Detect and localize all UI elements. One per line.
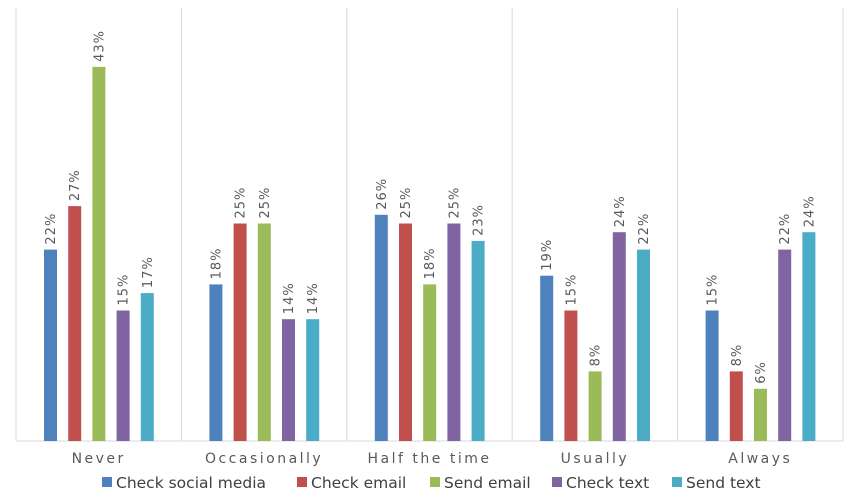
bar <box>778 249 792 441</box>
data-label: 15% <box>706 274 721 306</box>
legend-swatch <box>552 477 562 487</box>
legend-label: Check text <box>566 474 649 492</box>
bar <box>588 371 602 441</box>
data-label: 17% <box>141 256 156 288</box>
data-label: 22% <box>637 213 652 245</box>
bar <box>140 293 154 441</box>
legend-label: Send text <box>686 474 761 492</box>
data-label: 15% <box>564 274 579 306</box>
bar <box>471 240 485 441</box>
category-label: Never <box>72 451 126 467</box>
bar <box>399 223 412 441</box>
category-label: Occasionally <box>205 451 323 467</box>
bar <box>68 206 82 441</box>
bar <box>612 232 626 441</box>
bar <box>423 284 437 441</box>
legend-label: Check email <box>311 474 406 492</box>
bar <box>447 223 461 441</box>
data-label: 25% <box>447 187 462 219</box>
bar <box>729 371 743 441</box>
bar <box>209 284 223 441</box>
data-label: 25% <box>399 187 414 219</box>
data-label: 24% <box>613 195 628 227</box>
data-label: 22% <box>44 213 59 245</box>
legend-swatch <box>102 477 112 487</box>
data-label: 22% <box>778 213 793 245</box>
data-label: 6% <box>754 361 769 384</box>
data-label: 15% <box>117 274 132 306</box>
data-label: 43% <box>92 30 107 62</box>
category-label: Half the time <box>368 451 492 467</box>
data-label: 27% <box>68 169 83 201</box>
data-label: 18% <box>423 247 438 279</box>
data-label: 14% <box>306 282 321 314</box>
bar <box>754 388 767 441</box>
data-label: 8% <box>589 344 604 367</box>
legend-swatch <box>297 477 307 487</box>
bar <box>44 249 57 441</box>
data-label: 24% <box>802 195 817 227</box>
data-label: 8% <box>730 344 745 367</box>
bar <box>116 310 130 441</box>
category-label: Always <box>728 451 792 467</box>
bar <box>306 319 320 441</box>
bar <box>257 223 271 441</box>
legend-label: Send email <box>444 474 531 492</box>
data-label: 19% <box>540 239 555 271</box>
legend-label: Check social media <box>116 474 266 492</box>
bar <box>564 310 578 441</box>
bar <box>802 232 816 441</box>
data-label: 14% <box>282 282 297 314</box>
data-label: 18% <box>209 247 224 279</box>
bar <box>282 319 295 441</box>
legend-swatch <box>430 477 440 487</box>
bar <box>637 249 650 441</box>
bar <box>374 214 388 441</box>
data-label: 25% <box>258 187 273 219</box>
category-label: Usually <box>561 451 630 467</box>
bar <box>233 223 247 441</box>
data-label: 26% <box>375 178 390 210</box>
legend-swatch <box>672 477 682 487</box>
data-label: 25% <box>234 187 249 219</box>
bar <box>540 275 554 441</box>
data-label: 23% <box>472 204 487 236</box>
bar <box>92 66 106 442</box>
bar <box>705 310 719 441</box>
